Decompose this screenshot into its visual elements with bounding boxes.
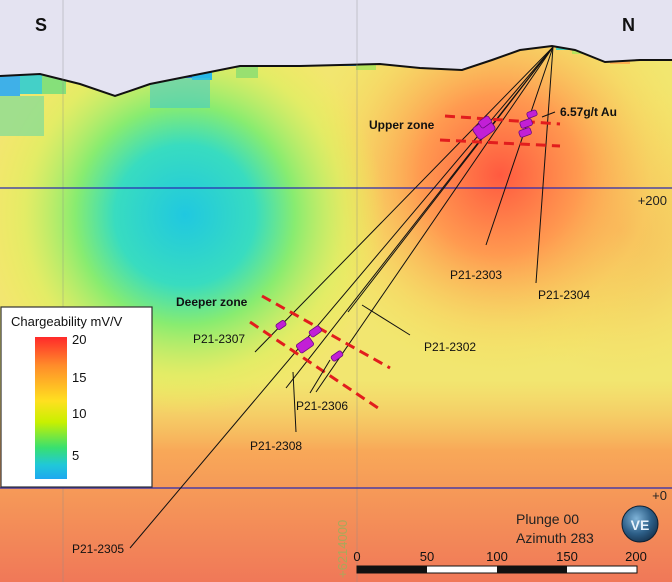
hole-label-p21-2303: P21-2303 [450, 268, 502, 282]
hole-label-p21-2308: P21-2308 [250, 439, 302, 453]
legend-title: Chargeability mV/V [11, 314, 123, 329]
intercept-p21-2307b [308, 325, 322, 338]
logo-text: VE [631, 517, 650, 533]
intercepts [275, 109, 538, 362]
deeper-zone-label: Deeper zone [176, 295, 248, 309]
hole-label-p21-2306: P21-2306 [296, 399, 348, 413]
sky-area [0, 0, 672, 96]
chargeability-legend: Chargeability mV/V 20 15 10 5 [0, 306, 153, 488]
elevation-label-0: +0 [652, 488, 667, 503]
intercept-p21-2307 [275, 320, 287, 330]
deeper-zone-dash-top [261, 294, 391, 370]
north-label: N [622, 15, 635, 35]
drill-traces [129, 46, 554, 549]
trace-p21-2304 [535, 46, 554, 284]
legend-tick-20: 20 [72, 332, 86, 347]
trace-p21-2302 [347, 46, 554, 313]
upper-zone-label: Upper zone [369, 118, 435, 132]
assay-label: 6.57g/t Au [560, 105, 617, 119]
target-zones [249, 114, 561, 410]
legend-colorbar [35, 337, 67, 479]
hole-label-p21-2304: P21-2304 [538, 288, 590, 302]
south-label: S [35, 15, 47, 35]
legend-tick-15: 15 [72, 370, 86, 385]
trace-p21-2306 [315, 46, 554, 393]
intercept-p21-2308 [295, 336, 315, 354]
upper-zone-dash-bottom [439, 138, 561, 148]
scale-tick-0: 0 [353, 549, 360, 564]
upper-zone-dash-top [444, 114, 561, 126]
legend-tick-10: 10 [72, 406, 86, 421]
scale-tick-100: 100 [486, 549, 508, 564]
plunge-label: Plunge 00 [516, 511, 579, 527]
scale-tick-150: 150 [556, 549, 578, 564]
scale-bar: 0 50 100 150 200 [353, 549, 647, 574]
trace-p21-2303 [485, 46, 554, 246]
hole-label-p21-2307: P21-2307 [193, 332, 245, 346]
legend-tick-5: 5 [72, 448, 79, 463]
legend-box [0, 306, 153, 488]
trace-p21-2307 [254, 46, 554, 353]
scale-tick-200: 200 [625, 549, 647, 564]
leader-lines [292, 111, 556, 433]
northing-label: +6214000 [335, 520, 350, 578]
deeper-zone-dash-bottom [249, 320, 379, 410]
company-logo: VE [621, 505, 659, 543]
hole-label-p21-2302: P21-2302 [424, 340, 476, 354]
hole-label-p21-2305: P21-2305 [72, 542, 124, 556]
topography-line [0, 44, 672, 98]
elevation-label-200: +200 [638, 193, 667, 208]
scale-tick-50: 50 [420, 549, 434, 564]
azimuth-label: Azimuth 283 [516, 530, 594, 546]
intercept-p21-2306 [330, 350, 344, 362]
